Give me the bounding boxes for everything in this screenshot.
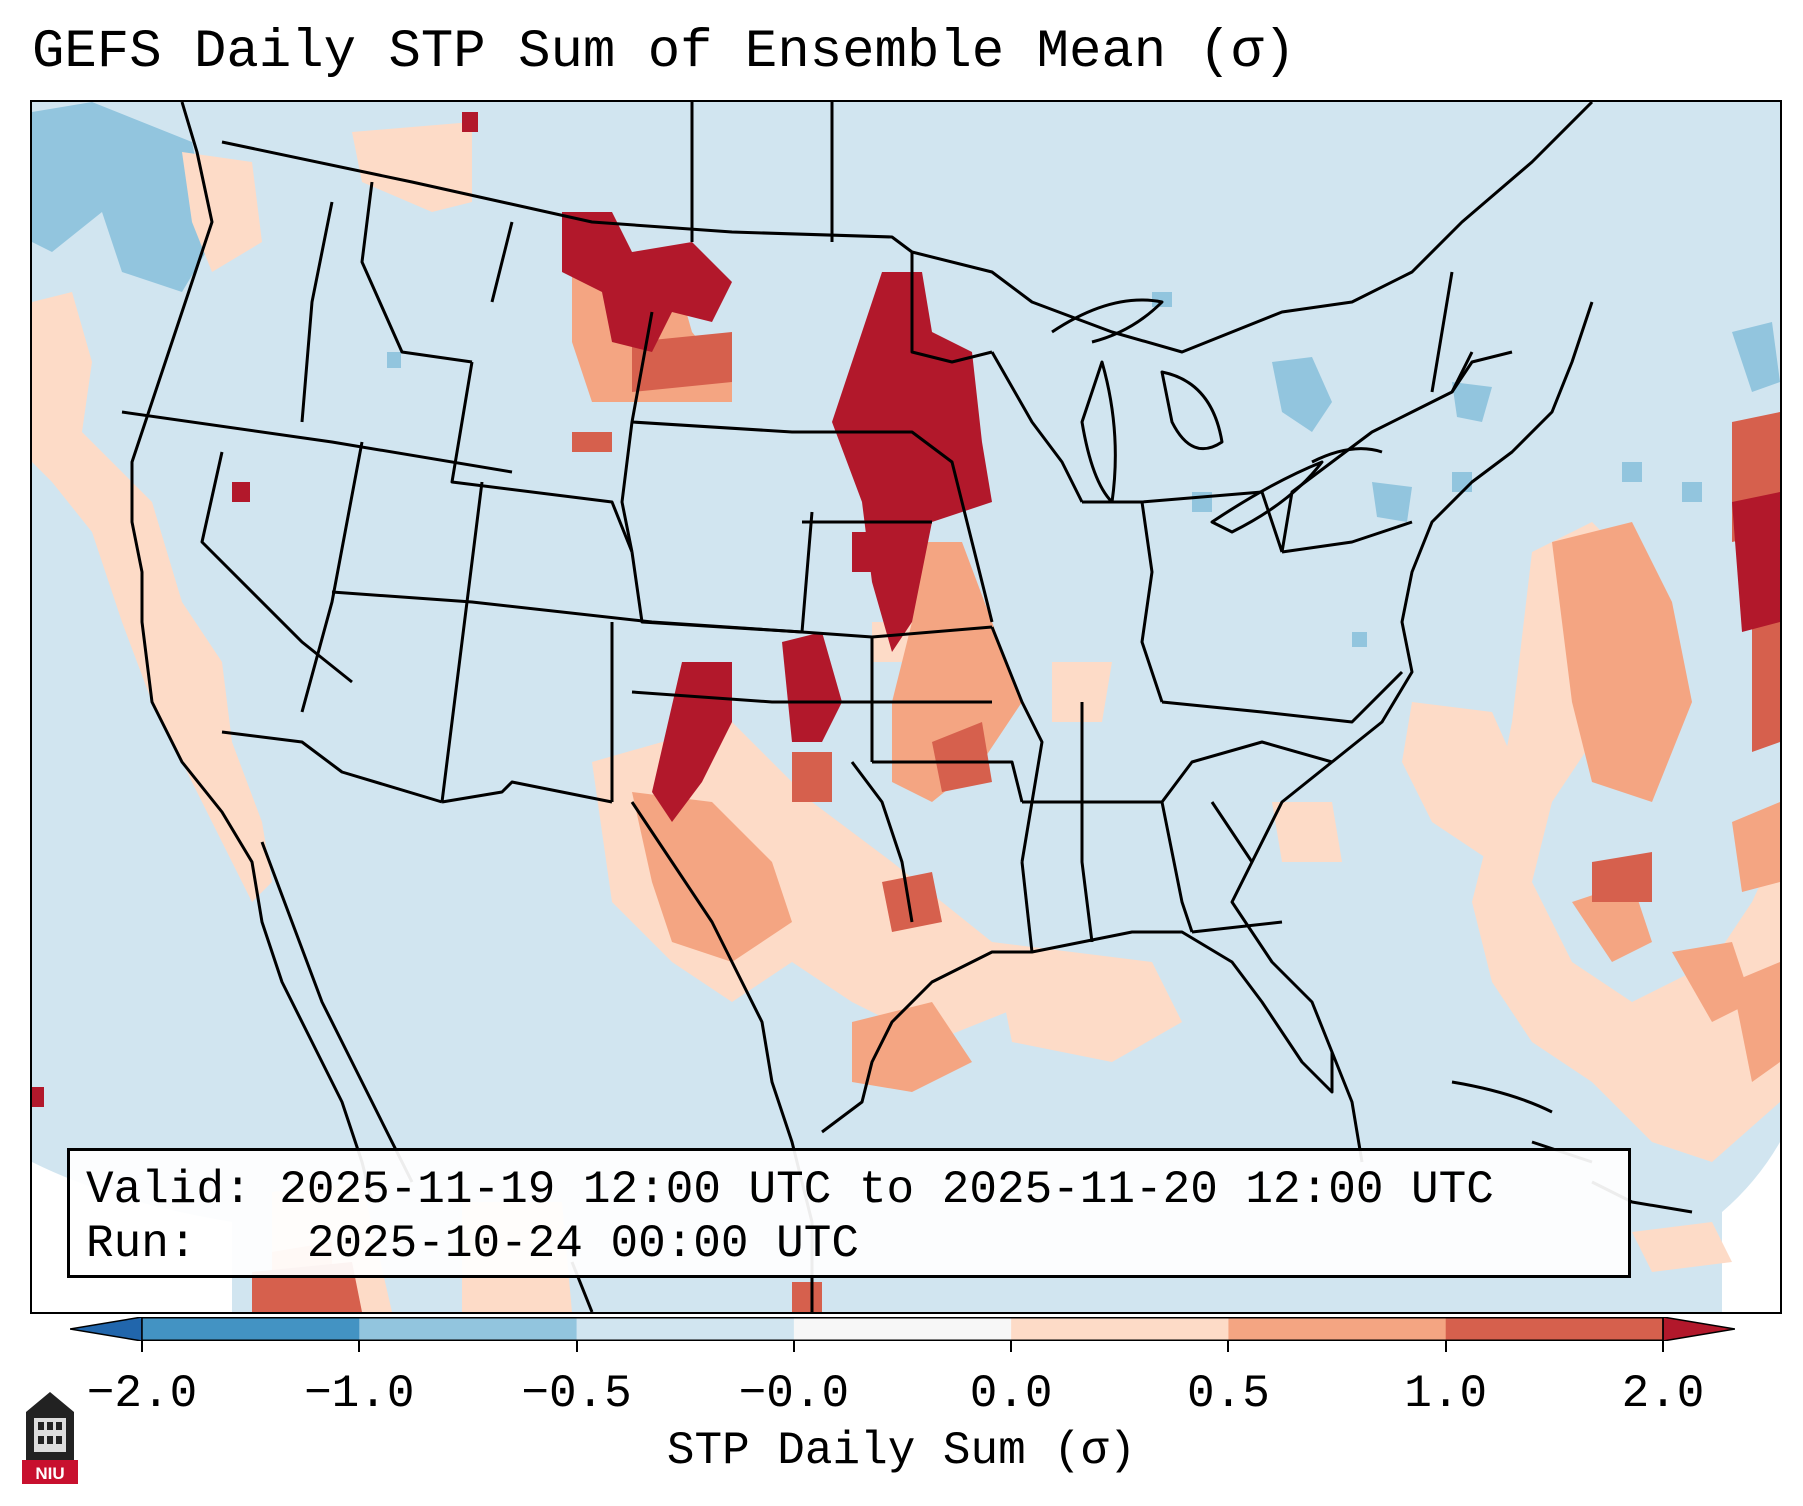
colorbar (70, 1317, 1735, 1341)
colorbar-tick-label: −0.5 (521, 1368, 632, 1420)
colorbar-segment (576, 1317, 795, 1341)
colorbar-ticks: −2.0 −1.0 −0.5 −0.0 0.0 0.5 1.0 2.0 (0, 1340, 1803, 1420)
colorbar-tick-mark (1444, 1340, 1447, 1352)
colorbar-segment (1445, 1317, 1664, 1341)
colorbar-tick-label: −1.0 (304, 1368, 415, 1420)
colorbar-tick-mark (1010, 1340, 1013, 1352)
colorbar-tick-label: 2.0 (1621, 1368, 1705, 1420)
strong-positive-cells (252, 332, 1780, 1312)
colorbar-segment (1011, 1317, 1229, 1341)
valid-range: 2025-11-19 12:00 UTC to 2025-11-20 12:00… (279, 1164, 1494, 1216)
niu-logo-icon: NIU (22, 1392, 78, 1484)
run-label: Run: (86, 1218, 197, 1270)
colorbar-segment (142, 1317, 360, 1341)
map-title: GEFS Daily STP Sum of Ensemble Mean (σ) (32, 22, 1296, 83)
colorbar-segment (793, 1317, 1012, 1341)
logo-text: NIU (35, 1464, 64, 1483)
colorbar-segment (359, 1317, 578, 1341)
colorbar-extend-high (1662, 1317, 1735, 1341)
colorbar-frame (141, 1317, 1664, 1341)
negative-anomaly-cells (32, 102, 1780, 647)
stp-map (32, 102, 1780, 1312)
colorbar-tick-mark (575, 1340, 578, 1352)
colorbar-tick-label: −2.0 (86, 1368, 198, 1420)
domain-edge-right (1722, 1142, 1780, 1312)
colorbar-tick-mark (792, 1340, 795, 1352)
run-time: 2025-10-24 00:00 UTC (306, 1218, 859, 1270)
colorbar-tick-label: 0.0 (969, 1368, 1053, 1420)
colorbar-tick-mark (1662, 1340, 1664, 1352)
colorbar-label: STP Daily Sum (σ) (666, 1425, 1137, 1477)
colorbar-extend-low (70, 1317, 143, 1341)
boundary-lines (121, 102, 1693, 1312)
colorbar-tick-mark (358, 1340, 361, 1352)
map-panel (30, 100, 1782, 1314)
colorbar-tick-mark (1227, 1340, 1230, 1352)
valid-label: Valid: (86, 1164, 252, 1216)
validity-info-box: Valid: 2025-11-19 12:00 UTC to 2025-11-2… (67, 1148, 1631, 1278)
colorbar-tick-label: −0.0 (738, 1368, 850, 1420)
colorbar-tick-mark (141, 1340, 143, 1352)
colorbar-segment (1228, 1317, 1447, 1341)
colorbar-tick-label: 1.0 (1404, 1368, 1488, 1420)
colorbar-tick-label: 0.5 (1187, 1368, 1270, 1420)
very-strong-positive-cells (32, 112, 1780, 1107)
